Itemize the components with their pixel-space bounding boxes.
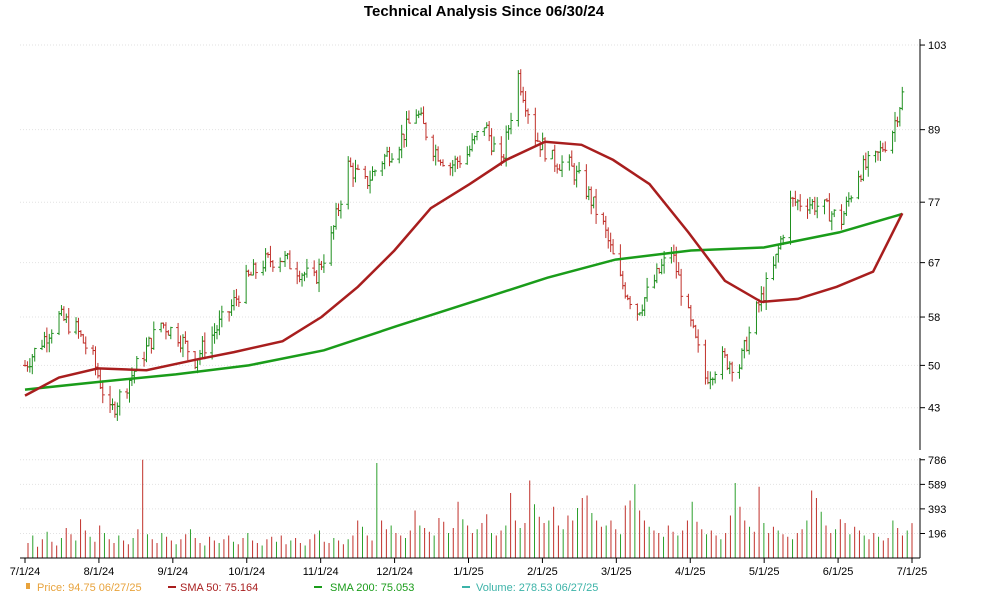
price-tick-label: 103: [928, 40, 946, 52]
volume-gridlines: [20, 459, 920, 534]
x-tick-label: 7/1/25: [897, 566, 928, 578]
price-gridlines: [20, 44, 920, 409]
sma-200-line: [24, 212, 903, 391]
x-tick-label: 5/1/25: [749, 566, 780, 578]
price-tick-label: 58: [928, 312, 940, 324]
legend-sma50-label: SMA 50: 75.164: [180, 582, 258, 594]
x-tick-label: 9/1/24: [158, 566, 189, 578]
x-tick-label: 12/1/24: [376, 566, 413, 578]
x-tick-label: 8/1/24: [84, 566, 115, 578]
price-bars: [23, 69, 905, 421]
x-axis-ticks: 7/1/24 8/1/24 9/1/24 10/1/24 11/1/24 12/1/24 1…: [10, 558, 928, 578]
price-tick-label: 50: [928, 360, 940, 372]
x-tick-label: 4/1/25: [675, 566, 706, 578]
price-tick-label: 77: [928, 197, 940, 209]
x-tick-label: 7/1/24: [10, 566, 41, 578]
volume-tick-label: 589: [928, 479, 946, 491]
legend-price-marker: [26, 583, 30, 589]
sma-50-line: [24, 140, 904, 397]
volume-bars: [27, 459, 913, 558]
x-tick-label: 10/1/24: [228, 566, 265, 578]
legend-volume-label: Volume: 278.53 06/27/25: [476, 582, 598, 594]
chart-title: Technical Analysis Since 06/30/24: [364, 3, 605, 20]
volume-tick-label: 786: [928, 455, 946, 467]
legend-sma200-label: SMA 200: 75.053: [330, 582, 414, 594]
price-panel-background: [20, 39, 920, 450]
x-tick-label: 6/1/25: [823, 566, 854, 578]
volume-axis-ticks: 786 589 393 196: [920, 455, 946, 541]
x-tick-label: 11/1/24: [303, 566, 339, 578]
volume-panel: 786 589 393 196: [20, 455, 946, 559]
legend-price-label: Price: 94.75 06/27/25: [37, 582, 142, 594]
volume-tick-label: 196: [928, 529, 946, 541]
x-tick-label: 1/1/25: [453, 566, 484, 578]
legend: Price: 94.75 06/27/25 SMA 50: 75.164 SMA…: [26, 582, 598, 594]
price-tick-label: 89: [928, 125, 940, 137]
price-panel: 103 89 77 67 58 50 43: [20, 39, 946, 450]
price-tick-label: 43: [928, 403, 940, 415]
price-tick-label: 67: [928, 258, 940, 270]
x-tick-label: 2/1/25: [527, 566, 558, 578]
x-tick-label: 3/1/25: [601, 566, 632, 578]
volume-tick-label: 393: [928, 504, 946, 516]
price-axis-ticks: 103 89 77 67 58 50 43: [920, 40, 946, 415]
